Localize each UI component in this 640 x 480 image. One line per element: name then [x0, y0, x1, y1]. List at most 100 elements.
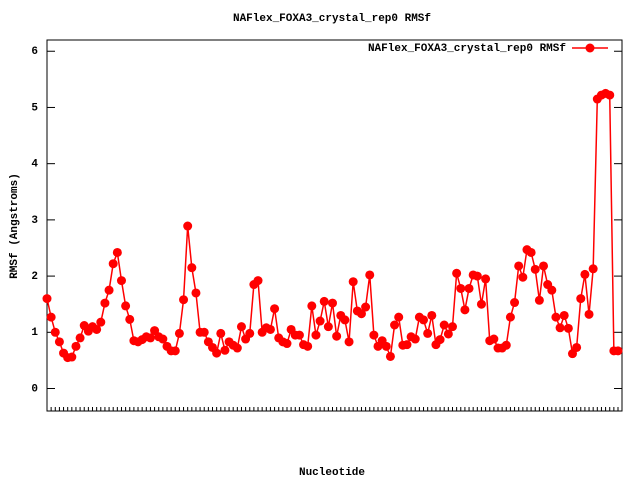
- data-point: [348, 277, 358, 287]
- data-point: [472, 271, 482, 281]
- data-point: [232, 343, 242, 353]
- plot-border: [46, 39, 623, 412]
- data-point: [605, 90, 615, 100]
- data-point: [236, 322, 246, 332]
- data-point: [104, 285, 114, 295]
- data-point: [481, 274, 491, 284]
- legend-label: NAFlex_FOXA3_crystal_rep0 RMSf: [368, 43, 566, 55]
- data-point: [121, 301, 131, 311]
- data-point: [187, 263, 197, 273]
- data-point: [423, 328, 433, 338]
- data-point: [145, 333, 155, 343]
- y-tick-label: 0: [31, 383, 38, 395]
- legend-marker: [585, 43, 595, 53]
- data-point: [551, 312, 561, 322]
- data-point: [588, 264, 598, 274]
- data-point: [447, 322, 457, 332]
- data-point: [315, 316, 325, 326]
- data-point: [179, 295, 189, 305]
- data-point: [576, 294, 586, 304]
- data-point: [489, 334, 499, 344]
- data-point: [456, 283, 466, 293]
- data-point: [514, 261, 524, 271]
- data-point: [340, 315, 350, 325]
- data-point: [555, 323, 565, 333]
- data-point: [71, 341, 81, 351]
- data-point: [510, 298, 520, 308]
- data-point: [216, 328, 226, 338]
- y-tick-label: 2: [31, 271, 38, 283]
- data-point: [332, 331, 342, 341]
- data-point: [50, 327, 60, 337]
- data-point: [435, 335, 445, 345]
- data-point: [199, 327, 209, 337]
- data-point: [534, 295, 544, 305]
- data-point: [245, 328, 255, 338]
- data-point: [125, 314, 135, 324]
- data-point: [303, 341, 313, 351]
- y-tick-label: 3: [31, 215, 38, 227]
- data-point: [584, 309, 594, 319]
- data-point: [419, 315, 429, 325]
- data-point: [460, 305, 470, 315]
- data-point: [75, 333, 85, 343]
- data-point: [319, 296, 329, 306]
- data-point: [394, 312, 404, 322]
- data-point: [92, 324, 102, 334]
- data-point: [365, 270, 375, 280]
- data-point: [67, 352, 77, 362]
- data-point: [443, 329, 453, 339]
- data-point: [96, 317, 106, 327]
- data-point: [344, 337, 354, 347]
- data-point: [158, 334, 168, 344]
- data-point: [547, 285, 557, 295]
- data-point: [191, 288, 201, 298]
- data-point: [361, 302, 371, 312]
- data-point: [613, 346, 623, 356]
- data-point: [385, 351, 395, 361]
- y-tick-label: 6: [31, 46, 38, 58]
- data-point: [539, 261, 549, 271]
- data-point: [183, 221, 193, 231]
- data-point: [294, 330, 304, 340]
- data-point: [108, 259, 118, 269]
- data-point: [526, 247, 536, 257]
- data-point: [116, 276, 126, 286]
- data-point: [54, 337, 64, 347]
- data-point: [307, 301, 317, 311]
- data-point: [580, 269, 590, 279]
- data-point: [518, 272, 528, 282]
- data-point: [42, 294, 52, 304]
- data-point: [410, 334, 420, 344]
- data-point: [46, 312, 56, 322]
- data-point: [170, 346, 180, 356]
- data-point: [112, 247, 122, 257]
- data-point: [212, 348, 222, 358]
- data-point: [253, 276, 263, 286]
- y-axis-label: RMSf (Angstroms): [9, 173, 21, 279]
- data-point: [572, 342, 582, 352]
- data-point: [563, 323, 573, 333]
- data-point: [402, 340, 412, 350]
- data-point: [356, 309, 366, 319]
- data-point: [390, 320, 400, 330]
- y-tick-label: 5: [31, 102, 38, 114]
- y-tick-label: 1: [31, 327, 38, 339]
- data-point: [452, 268, 462, 278]
- data-point: [282, 339, 292, 349]
- data-point: [476, 299, 486, 309]
- data-point: [464, 283, 474, 293]
- chart-title: NAFlex_FOXA3_crystal_rep0 RMSf: [233, 13, 431, 25]
- data-point: [559, 310, 569, 320]
- data-point: [369, 330, 379, 340]
- data-point: [501, 340, 511, 350]
- data-point: [100, 298, 110, 308]
- data-point: [427, 310, 437, 320]
- data-point: [265, 324, 275, 334]
- data-point: [439, 320, 449, 330]
- data-point: [174, 328, 184, 338]
- data-point: [530, 264, 540, 274]
- data-point: [311, 330, 321, 340]
